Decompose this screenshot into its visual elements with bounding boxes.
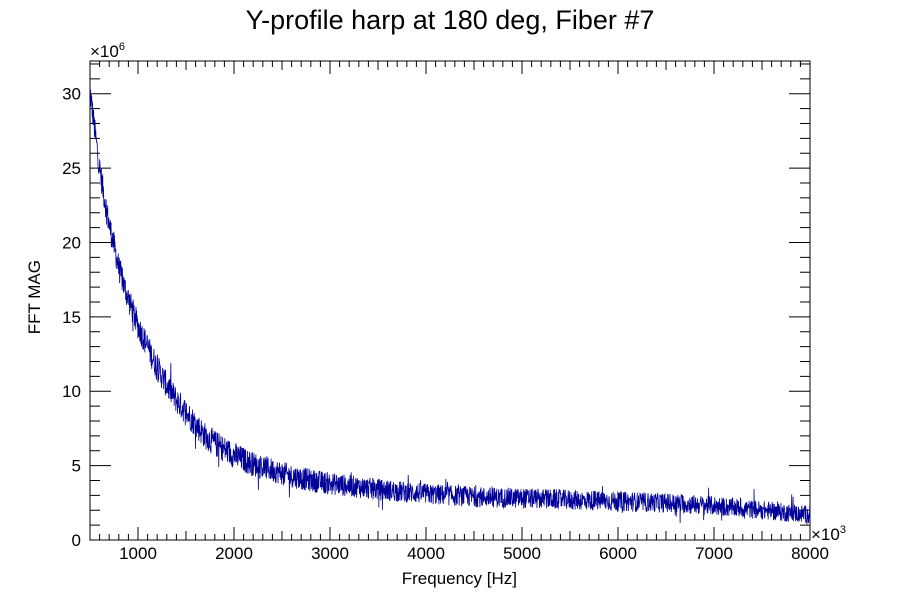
y-tick-label: 10	[62, 382, 81, 401]
x-tick-label: 6000	[599, 544, 637, 563]
x-tick-label: 2000	[215, 544, 253, 563]
x-tick-label: 5000	[503, 544, 541, 563]
y-tick-label: 0	[72, 531, 81, 550]
x-tick-label: 4000	[407, 544, 445, 563]
y-tick-label: 30	[62, 85, 81, 104]
chart-title: Y-profile harp at 180 deg, Fiber #7	[246, 5, 655, 35]
x-tick-label: 7000	[695, 544, 733, 563]
y-tick-label: 20	[62, 233, 81, 252]
x-tick-label: 3000	[311, 544, 349, 563]
x-axis-multiplier-exponent: 3	[840, 524, 846, 536]
plot-area: 1000 2000 3000 4000 5000 6000 7000 8000 0 5 10 15 20…	[62, 60, 829, 563]
x-axis-label: Frequency [Hz]	[402, 569, 517, 588]
fft-series-line	[89, 86, 811, 525]
y-axis-label: FFT MAG	[25, 260, 44, 334]
x-axis-multiplier-base: ×10	[811, 525, 840, 544]
y-axis-multiplier-exponent: 6	[119, 41, 125, 53]
y-axis-multiplier: ×106	[90, 41, 125, 61]
y-tick-label: 15	[62, 308, 81, 327]
plot-frame	[89, 60, 811, 541]
x-tick-label: 1000	[119, 544, 157, 563]
x-axis-multiplier: ×103	[811, 524, 846, 544]
x-tick-label: 8000	[791, 544, 829, 563]
y-tick-label: 5	[72, 457, 81, 476]
y-axis-multiplier-base: ×10	[90, 42, 119, 61]
y-tick-label: 25	[62, 159, 81, 178]
